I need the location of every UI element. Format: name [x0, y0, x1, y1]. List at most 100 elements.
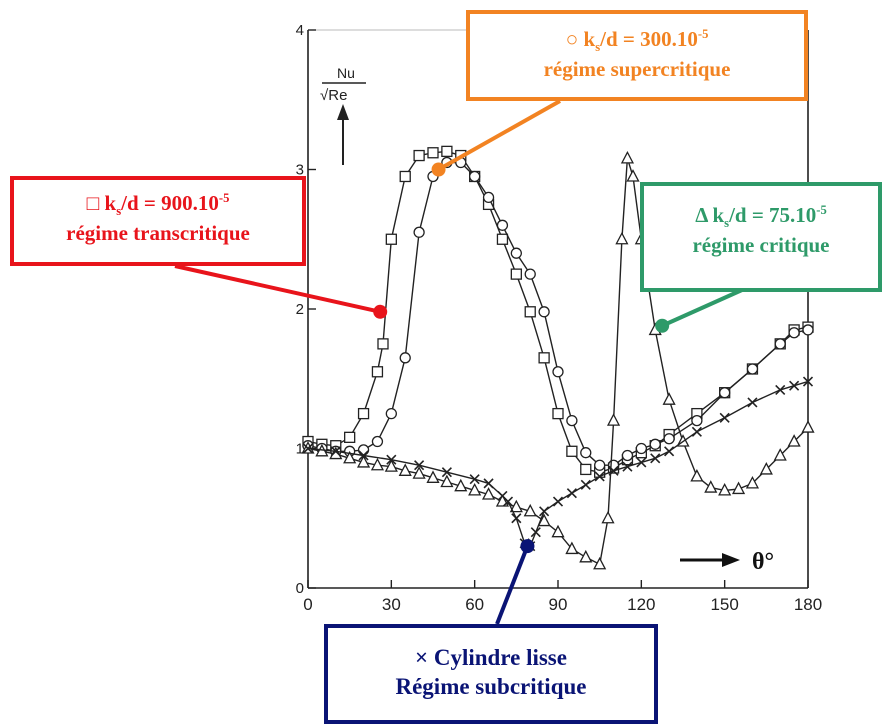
marker-circle [594, 459, 606, 471]
marker-triangle [356, 455, 371, 468]
cross-stroke [747, 397, 758, 408]
marker-triangle [384, 459, 398, 472]
marker-cross [330, 446, 341, 457]
cross-stroke [539, 506, 550, 517]
leader-green [661, 288, 743, 328]
marker-square [496, 233, 509, 245]
marker-cross [552, 496, 564, 507]
series-line-square [307, 150, 809, 473]
series-line-triangle [307, 157, 809, 565]
marker-triangle [468, 482, 482, 496]
marker-square [580, 463, 592, 476]
marker-circle [580, 447, 592, 459]
marker-square [385, 233, 397, 245]
marker-circle [788, 327, 800, 339]
marker-circle [566, 414, 578, 427]
x-label: θ° [752, 549, 774, 575]
cross-stroke [636, 457, 647, 468]
cross-stroke [594, 471, 605, 482]
marker-circle [774, 338, 786, 350]
marker-square [413, 149, 425, 162]
marker-cross [530, 527, 541, 538]
leader-orange-dot [431, 162, 446, 177]
y-tick-label: 1 [296, 441, 304, 458]
leader-orange [437, 99, 561, 172]
marker-cross [802, 376, 814, 387]
marker-square [538, 352, 550, 364]
marker-triangle [565, 541, 579, 555]
y-label-denominator: √Re [320, 87, 347, 104]
cross-stroke [650, 453, 661, 464]
marker-circle [552, 366, 564, 378]
marker-cross [566, 488, 577, 499]
marker-triangle [579, 549, 593, 563]
marker-triangle [481, 487, 496, 500]
marker-circle [649, 438, 661, 450]
marker-triangle [509, 499, 523, 513]
cross-stroke [802, 376, 814, 387]
marker-triangle [537, 513, 551, 527]
cross-stroke [302, 443, 314, 454]
marker-triangle [426, 470, 440, 483]
cross-stroke [441, 467, 452, 478]
marker-square [566, 445, 578, 457]
marker-circle [385, 407, 397, 420]
x-tick-label: 120 [627, 595, 655, 614]
cross-stroke [608, 465, 619, 476]
cross-stroke [622, 461, 633, 472]
marker-triangle [745, 475, 760, 489]
cross-stroke [502, 496, 514, 507]
marker-circle [607, 459, 620, 471]
callout-leaders [174, 99, 743, 625]
axis-labels: Nu √Re θ° [320, 65, 774, 575]
cross-stroke [483, 478, 494, 489]
marker-square [344, 431, 356, 443]
y-tick-label: 0 [296, 580, 304, 597]
marker-cross [483, 478, 494, 489]
marker-circle [482, 191, 495, 204]
leader-blue [495, 545, 530, 625]
marker-triangle [759, 462, 773, 475]
y-tick-label: 4 [296, 22, 304, 39]
marker-triangle [773, 448, 787, 461]
x-tick-label: 0 [303, 595, 312, 614]
cross-stroke [552, 496, 564, 507]
marker-cross [719, 412, 730, 423]
marker-triangle [370, 457, 385, 471]
marker-triangle [662, 392, 676, 405]
marker-cross [664, 446, 675, 457]
callout-supercritique: ○ ks/d = 300.10-5 régime supercritique [466, 10, 808, 101]
callout-subcritique: × Cylindre lisse Régime subcritique [324, 624, 658, 724]
cross-stroke [566, 488, 577, 499]
marker-circle [399, 352, 411, 364]
x-tick-label: 180 [794, 595, 822, 614]
marker-triangle [615, 231, 629, 245]
callout-transcritique: □ ks/d = 900.10-5 régime transcritique [10, 176, 306, 266]
marker-circle [413, 226, 425, 238]
marker-circle [469, 170, 481, 183]
x-tick-label: 30 [382, 595, 401, 614]
cross-stroke [414, 460, 425, 471]
marker-circle [663, 433, 675, 445]
cross-stroke [386, 454, 397, 465]
marker-square [357, 407, 370, 420]
marker-circle [802, 324, 814, 336]
marker-triangle [718, 482, 732, 496]
marker-square [377, 338, 389, 350]
marker-cross [302, 443, 314, 454]
marker-circle [621, 449, 634, 462]
marker-triangle [398, 463, 412, 476]
marker-triangle [787, 434, 801, 447]
marker-square [371, 366, 384, 378]
marker-circle [746, 363, 759, 375]
marker-circle [538, 306, 550, 318]
marker-cross [502, 496, 514, 507]
marker-triangle [704, 480, 718, 493]
marker-triangle [731, 481, 746, 495]
x-tick-label: 150 [710, 595, 738, 614]
y-tick-label: 3 [296, 162, 304, 179]
marker-cross [608, 465, 619, 476]
cross-stroke [789, 380, 800, 391]
y-label-numerator: Nu [337, 65, 355, 81]
